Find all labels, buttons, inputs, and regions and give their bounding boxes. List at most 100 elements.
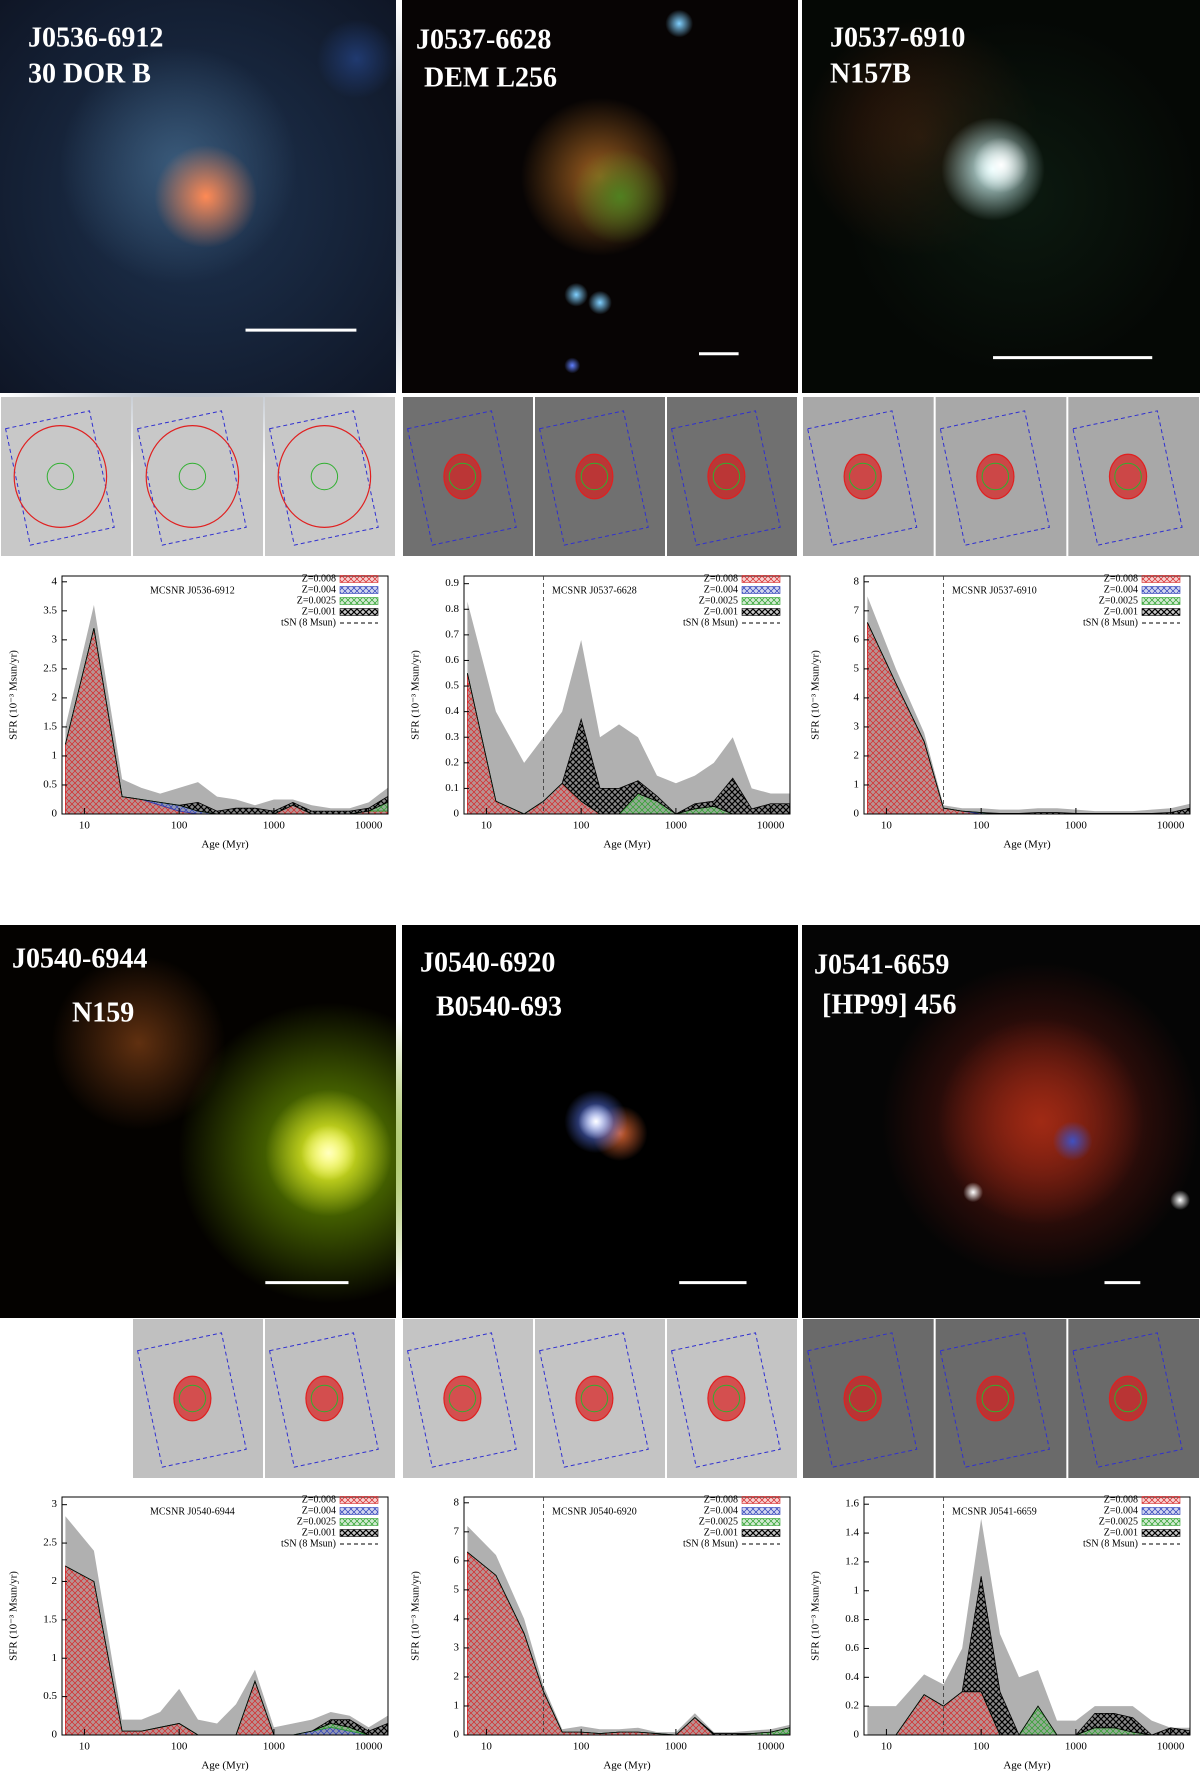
region-outline — [807, 1332, 918, 1468]
x-axis-label: Age (Myr) — [1003, 1760, 1051, 1772]
y-axis-label: SFR (10⁻³ Msun/yr) — [8, 1571, 20, 1661]
annotation: MCSNR J0540-6944 — [150, 1506, 235, 1517]
x-tick-label: 100 — [573, 820, 590, 832]
x-tick-label: 100 — [973, 820, 990, 832]
y-tick-label: 1 — [454, 1700, 460, 1712]
legend-label: Z=0.0025 — [297, 595, 336, 606]
x-tick-label: 100 — [171, 820, 188, 832]
x-tick-label: 1000 — [1065, 820, 1088, 832]
object-name: J0540-6920 — [420, 947, 555, 978]
plot-frame — [463, 575, 791, 815]
x-tick-label: 100 — [171, 1741, 188, 1753]
legend-label: Z=0.008 — [302, 1494, 336, 1505]
legend-swatch — [339, 1518, 379, 1526]
snr-contour — [305, 1375, 344, 1422]
x-tick-label: 10 — [79, 1741, 91, 1753]
annotation: MCSNR J0537-6628 — [552, 585, 637, 596]
legend-label: Z=0.0025 — [297, 1516, 336, 1527]
green-contour — [848, 462, 877, 491]
legend-swatch — [741, 575, 781, 583]
y-tick-label: 1 — [854, 779, 860, 791]
legend-label: Z=0.0025 — [699, 1516, 738, 1527]
y-tick-label: 0.4 — [845, 1671, 859, 1683]
emission-blob — [588, 290, 612, 315]
legend-swatch — [339, 597, 379, 605]
x-tick-label: 100 — [573, 1741, 590, 1753]
x-tick-label: 10000 — [355, 1741, 383, 1753]
green-contour — [448, 1384, 477, 1413]
region-outline — [1072, 1332, 1183, 1468]
y-tick-label: 0 — [854, 1729, 860, 1741]
legend-label: Z=0.008 — [704, 573, 738, 584]
x-tick-label: 10 — [79, 820, 91, 832]
sfr-area — [65, 628, 389, 815]
snr-contour — [843, 453, 882, 500]
green-contour — [448, 462, 477, 491]
y-tick-label: 6 — [454, 1554, 460, 1566]
emission-blob — [578, 1103, 614, 1140]
legend-swatch — [1141, 1518, 1181, 1526]
y-axis-label: SFR (10⁻³ Msun/yr) — [810, 650, 822, 740]
legend-label: Z=0.004 — [704, 1505, 738, 1516]
legend-label: Z=0.004 — [1104, 1505, 1138, 1516]
x-tick-label: 10000 — [757, 820, 785, 832]
emission-blob — [51, 955, 226, 1131]
legend-swatch — [1141, 608, 1181, 616]
region-outline — [268, 1332, 379, 1468]
region-outline — [406, 1332, 517, 1468]
legend-label: tSN (8 Msun) — [1083, 1538, 1138, 1549]
x-tick-label: 10 — [481, 820, 493, 832]
green-contour — [712, 1384, 741, 1413]
object-alias: N159 — [72, 997, 134, 1028]
x-tick-label: 10 — [881, 1741, 893, 1753]
y-tick-label: 0.5 — [43, 1690, 57, 1702]
legend-swatch — [339, 1496, 379, 1504]
uncertainty-band — [467, 601, 790, 814]
region-outline — [939, 1332, 1051, 1468]
legend-swatch — [741, 597, 781, 605]
y-tick-label: 2 — [52, 691, 58, 703]
x-axis-label: Age (Myr) — [201, 1760, 249, 1772]
emission-blob — [1052, 1121, 1093, 1162]
x-tick-label: 1000 — [665, 820, 688, 832]
region-outline — [268, 410, 379, 546]
emission-blob — [973, 137, 1029, 193]
legend-label: tSN (8 Msun) — [281, 1538, 336, 1549]
legend-swatch — [1141, 1507, 1181, 1515]
green-contour — [712, 462, 741, 491]
legend-swatch — [741, 586, 781, 594]
y-tick-label: 6 — [854, 633, 860, 645]
y-tick-label: 3.5 — [43, 604, 57, 616]
region-outline — [807, 410, 918, 546]
legend-label: Z=0.0025 — [699, 595, 738, 606]
object-alias: N157B — [830, 58, 911, 89]
y-tick-label: 0.6 — [445, 654, 459, 666]
legend-label: tSN (8 Msun) — [683, 1538, 738, 1549]
legend-label: tSN (8 Msun) — [281, 617, 336, 628]
y-tick-label: 0.8 — [845, 1613, 859, 1625]
object-alias: [HP99] 456 — [822, 989, 957, 1020]
emission-blob — [963, 1182, 984, 1203]
emission-blob — [300, 1125, 357, 1181]
legend-label: Z=0.004 — [1104, 584, 1138, 595]
snr-contour — [443, 1375, 482, 1422]
green-contour — [580, 462, 609, 491]
y-tick-label: 8 — [454, 1496, 460, 1508]
uncertainty-band — [867, 1518, 1190, 1735]
x-axis-label: Age (Myr) — [603, 1760, 651, 1772]
thumbnail — [265, 397, 395, 556]
legend-swatch — [339, 575, 379, 583]
legend-label: Z=0.004 — [302, 584, 336, 595]
y-tick-label: 0 — [52, 808, 58, 820]
y-tick-label: 0.2 — [845, 1700, 859, 1712]
legend-label: Z=0.004 — [302, 1505, 336, 1516]
legend-swatch — [741, 1507, 781, 1515]
y-tick-label: 1.6 — [845, 1498, 859, 1510]
x-tick-label: 1000 — [263, 1741, 286, 1753]
legend-swatch — [1141, 575, 1181, 583]
snr-contour — [976, 453, 1015, 500]
object-alias: DEM L256 — [424, 62, 557, 93]
legend-label: Z=0.001 — [704, 606, 738, 617]
y-tick-label: 0 — [454, 1729, 460, 1741]
y-tick-label: 4 — [52, 575, 58, 587]
